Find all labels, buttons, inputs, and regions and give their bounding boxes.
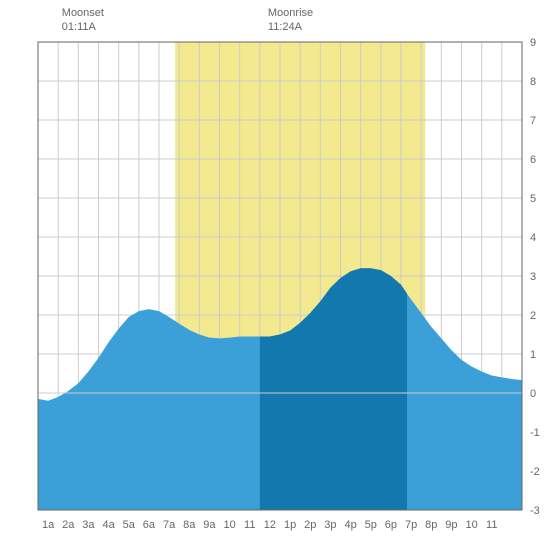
tide-chart: Moonset 01:11A Moonrise 11:24A -3-2-1012…	[0, 0, 550, 550]
x-tick: 7a	[163, 519, 176, 531]
x-tick: 2p	[304, 519, 316, 531]
y-tick: 1	[530, 349, 536, 361]
y-tick: 3	[530, 271, 536, 283]
y-tick: 6	[530, 154, 536, 166]
chart-svg: -3-2-101234567891a2a3a4a5a6a7a8a9a101112…	[0, 0, 550, 550]
moonset-label: Moonset 01:11A	[62, 6, 104, 35]
y-tick: 9	[530, 37, 536, 49]
x-tick: 8p	[425, 519, 437, 531]
x-tick: 5p	[365, 519, 377, 531]
moonrise-time: 11:24A	[268, 20, 313, 34]
y-tick: 7	[530, 115, 536, 127]
x-tick: 5a	[123, 519, 136, 531]
y-tick: 0	[530, 388, 536, 400]
x-tick: 9a	[203, 519, 216, 531]
x-tick: 8a	[183, 519, 196, 531]
y-tick: -2	[530, 466, 540, 478]
y-tick: -3	[530, 505, 540, 517]
x-tick: 7p	[405, 519, 417, 531]
x-tick: 10	[465, 519, 477, 531]
x-tick: 6p	[385, 519, 397, 531]
x-tick: 1p	[284, 519, 296, 531]
x-tick: 6a	[143, 519, 156, 531]
x-tick: 12	[264, 519, 276, 531]
x-tick: 3p	[324, 519, 336, 531]
x-tick: 10	[223, 519, 235, 531]
moonset-time: 01:11A	[62, 20, 104, 34]
x-tick: 4a	[102, 519, 115, 531]
x-tick: 11	[486, 519, 497, 531]
x-tick: 4p	[344, 519, 356, 531]
moonrise-title: Moonrise	[268, 6, 313, 20]
y-tick: -1	[530, 427, 540, 439]
x-tick: 1a	[42, 519, 55, 531]
y-tick: 2	[530, 310, 536, 322]
x-tick: 3a	[82, 519, 95, 531]
y-tick: 5	[530, 193, 536, 205]
x-tick: 9p	[445, 519, 457, 531]
y-tick: 8	[530, 76, 536, 88]
moonrise-label: Moonrise 11:24A	[268, 6, 313, 35]
x-tick: 2a	[62, 519, 75, 531]
moonset-title: Moonset	[62, 6, 104, 20]
x-tick: 11	[244, 519, 255, 531]
y-tick: 4	[530, 232, 536, 244]
